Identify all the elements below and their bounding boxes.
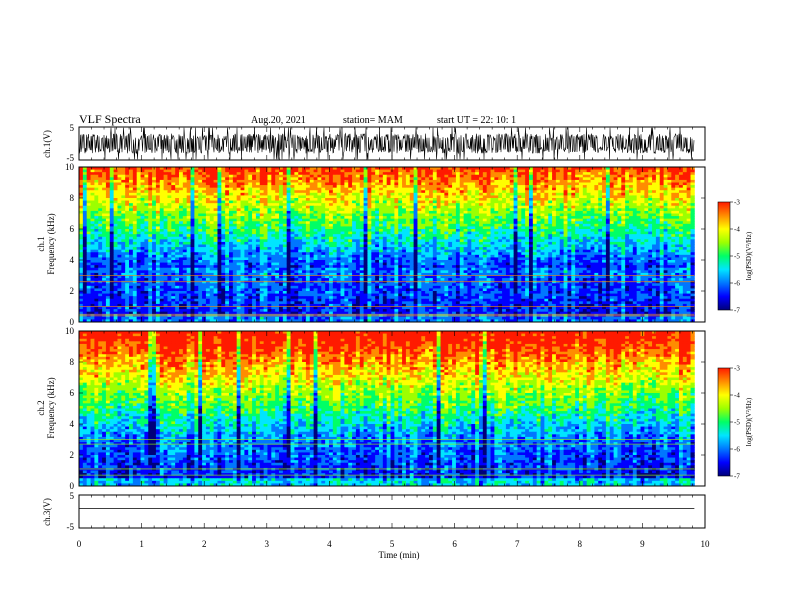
ch2-spectrogram-ticks [78,331,706,486]
figure-title: VLF Spectra [79,112,141,126]
x-tick-label-1: 1 [139,539,144,549]
ch1-ytick-bottom: -5 [67,153,75,163]
ch1-spectrogram-ylabel-frequency: Frequency (kHz) [46,213,56,274]
ch2-colorbar-gradient [717,367,731,477]
colorbar1-tick-4: -7 [734,307,740,315]
ch2-colorbar: -3 -4 -5 -6 -7 log(PSD)(V²/Hz) [717,365,753,481]
spectrogram1-ytick-0: 0 [70,317,75,327]
x-tick-label-10: 10 [701,539,711,549]
ch2-spectrogram-yticks: 0 2 4 6 8 10 [65,326,705,491]
header-date: Aug.20, 2021 [251,115,306,126]
ch1-colorbar-gradient [717,201,731,311]
spectrogram2-ytick-5: 10 [65,326,75,336]
x-tick-label-6: 6 [452,539,457,549]
spectrogram1-ytick-4: 8 [70,193,75,203]
ch2-spectrogram-ylabel-channel: ch.2 [36,400,46,415]
ch1-colorbar-label: log(PSD)(V²/Hz) [745,231,753,280]
ch1-spectrogram-ylabel-channel: ch.1 [36,236,46,251]
colorbar2-tick-4: -7 [734,473,740,481]
x-tick-label-2: 2 [202,539,207,549]
ch3-waveform-frame [78,494,706,529]
ch2-colorbar-label: log(PSD)(V²/Hz) [745,397,753,446]
header-station: station= MAM [343,115,403,126]
ch3-ytick-top: 5 [70,491,75,501]
ch1-spectrogram-heatmap [79,167,695,323]
spectrogram2-ytick-3: 6 [70,388,75,398]
colorbar2-tick-0: -3 [734,365,740,373]
spectrogram2-ytick-0: 0 [70,481,75,491]
ch1-waveform-ylabel: ch.1(V) [42,130,52,158]
spectrogram2-ytick-4: 8 [70,357,75,367]
ch2-colorbar-ticks: -3 -4 -5 -6 -7 [730,365,740,481]
x-tick-label-7: 7 [515,539,520,549]
x-tick-label-5: 5 [390,539,395,549]
ch3-waveform-panel: 5 -5 ch.3(V) [42,491,706,532]
ch3-waveform-ticks [78,495,706,528]
ch1-waveform-ticks [78,127,706,160]
ch1-ytick-top: 5 [70,123,75,133]
ch1-spectrogram-yticks: 0 2 4 6 8 10 [65,162,705,327]
x-tick-label-3: 3 [265,539,270,549]
header-start-time: start UT = 22: 10: 1 [437,115,516,126]
spectrogram2-ytick-1: 2 [70,450,75,460]
ch1-waveform-trace [78,127,695,160]
ch1-spectrogram-panel: 0 2 4 6 8 10 ch.1 Frequency (kHz) [36,162,706,327]
x-axis-label: Time (min) [379,550,420,560]
x-tick-label-0: 0 [77,539,82,549]
spectrogram1-ytick-1: 2 [70,286,75,296]
colorbar1-tick-1: -4 [734,226,740,234]
spectrogram2-ytick-2: 4 [70,419,75,429]
colorbar2-tick-2: -5 [734,419,740,427]
ch1-colorbar: -3 -4 -5 -6 -7 log(PSD)(V²/Hz) [717,199,753,315]
spectrogram1-ytick-3: 6 [70,224,75,234]
colorbar2-tick-1: -4 [734,392,740,400]
ch2-spectrogram-panel: 0 2 4 6 8 10 ch.2 Frequency (kHz) [36,326,706,491]
ch1-colorbar-ticks: -3 -4 -5 -6 -7 [730,199,740,315]
colorbar1-tick-0: -3 [734,199,740,207]
colorbar1-tick-2: -5 [734,253,740,261]
x-axis-tick-labels: 0 1 2 3 4 5 6 7 8 9 10 [77,539,710,549]
ch1-waveform-panel: 5 -5 ch.1(V) [42,123,706,163]
x-tick-label-9: 9 [640,539,645,549]
colorbar2-tick-3: -6 [734,446,740,454]
colorbar1-tick-3: -6 [734,280,740,288]
ch2-spectrogram-ylabel-frequency: Frequency (kHz) [46,377,56,438]
ch1-spectrogram-ticks [78,167,706,322]
spectrogram1-ytick-2: 4 [70,255,75,265]
ch2-spectrogram-heatmap [79,331,695,487]
ch3-waveform-ylabel: ch.3(V) [42,498,52,526]
x-tick-label-4: 4 [327,539,332,549]
ch3-ytick-bottom: -5 [67,522,75,532]
spectrogram1-ytick-5: 10 [65,162,75,172]
x-tick-label-8: 8 [578,539,583,549]
